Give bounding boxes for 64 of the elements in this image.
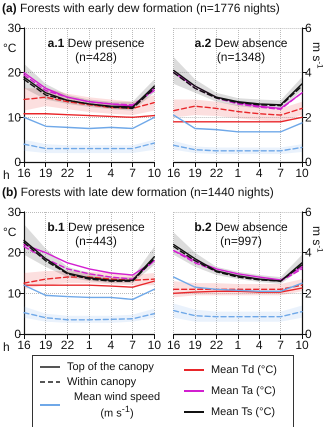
text: (b) Forests with late dew formation (n=1440 nights) xyxy=(2,185,274,199)
x-tick-label: 4 xyxy=(108,338,115,352)
x-tick-label: 4 xyxy=(108,166,115,180)
y-tick-label: 30 xyxy=(8,205,22,219)
x-tick-label: 19 xyxy=(39,338,53,352)
text: a.2 Dew absence xyxy=(194,36,288,50)
y-tick-label: 20 xyxy=(8,246,22,260)
text: b.1 Dew presence xyxy=(47,220,146,234)
text: Mean Ts (°C) xyxy=(211,406,276,418)
y-tick-label: 20 xyxy=(8,66,22,80)
y-tick-label: 30 xyxy=(8,21,22,35)
x-tick-label: 16 xyxy=(166,166,181,180)
x-tick-label: 10 xyxy=(295,166,309,180)
x-tick-label: 22 xyxy=(210,338,224,352)
text: Mean Td (°C) xyxy=(211,364,277,376)
x-tick-label: 7 xyxy=(277,166,284,180)
text: Top of the canopy xyxy=(67,361,154,373)
x-tick-label: 4 xyxy=(256,166,263,180)
x-tick-label: 7 xyxy=(277,338,284,352)
x-tick-label: 1 xyxy=(86,166,93,180)
text: Within canopy xyxy=(67,376,136,388)
y-tick-label: 10 xyxy=(8,286,22,300)
x-axis-title: h xyxy=(3,340,10,354)
x-tick-label: 16 xyxy=(17,166,31,180)
text: (n=428) xyxy=(75,50,117,64)
line-series xyxy=(172,276,303,292)
x-tick-label: 7 xyxy=(129,338,136,352)
x-axis-title: h xyxy=(3,168,10,182)
y2-tick-label: 4 xyxy=(305,246,312,260)
x-tick-label: 1 xyxy=(234,338,242,352)
x-tick-label: 10 xyxy=(295,338,309,352)
text: (n=1348) xyxy=(216,50,266,64)
y2-tick-label: 2 xyxy=(305,286,312,300)
y-axis-title: °C xyxy=(3,225,17,239)
text: a.1 Dew presence xyxy=(48,36,145,50)
y2-tick-label: 2 xyxy=(305,110,312,124)
x-tick-label: 16 xyxy=(17,338,31,352)
text: (a) Forests with early dew formation (n=1776 nights) xyxy=(2,1,280,15)
text: Mean Ta (°C) xyxy=(211,385,276,397)
text: b.2 Dew absence xyxy=(194,220,288,234)
x-tick-label: 10 xyxy=(148,338,162,352)
text: Mean wind speed (m s$^{-1}$) xyxy=(72,391,162,420)
x-tick-label: 19 xyxy=(39,166,53,180)
line-series xyxy=(172,310,303,318)
y2-tick-label: 4 xyxy=(305,66,312,80)
x-tick-label: 1 xyxy=(234,166,242,180)
line-series xyxy=(172,114,303,133)
x-tick-label: 22 xyxy=(210,166,224,180)
y-axis-title: °C xyxy=(3,41,17,55)
y-tick-label: 10 xyxy=(8,110,22,124)
x-tick-label: 19 xyxy=(188,338,202,352)
x-tick-label: 22 xyxy=(60,166,74,180)
x-tick-label: 16 xyxy=(166,338,181,352)
x-tick-label: 19 xyxy=(188,166,202,180)
x-tick-label: 4 xyxy=(256,338,263,352)
y2-axis-title: m s-1 xyxy=(310,42,324,69)
text: (n=997) xyxy=(220,234,262,248)
x-tick-label: 22 xyxy=(60,338,74,352)
y2-axis-title: m s-1 xyxy=(310,226,324,253)
line-series xyxy=(23,96,156,110)
x-tick-label: 7 xyxy=(129,166,136,180)
x-tick-label: 10 xyxy=(148,166,162,180)
text: (n=443) xyxy=(75,234,117,248)
x-tick-label: 1 xyxy=(86,338,93,352)
